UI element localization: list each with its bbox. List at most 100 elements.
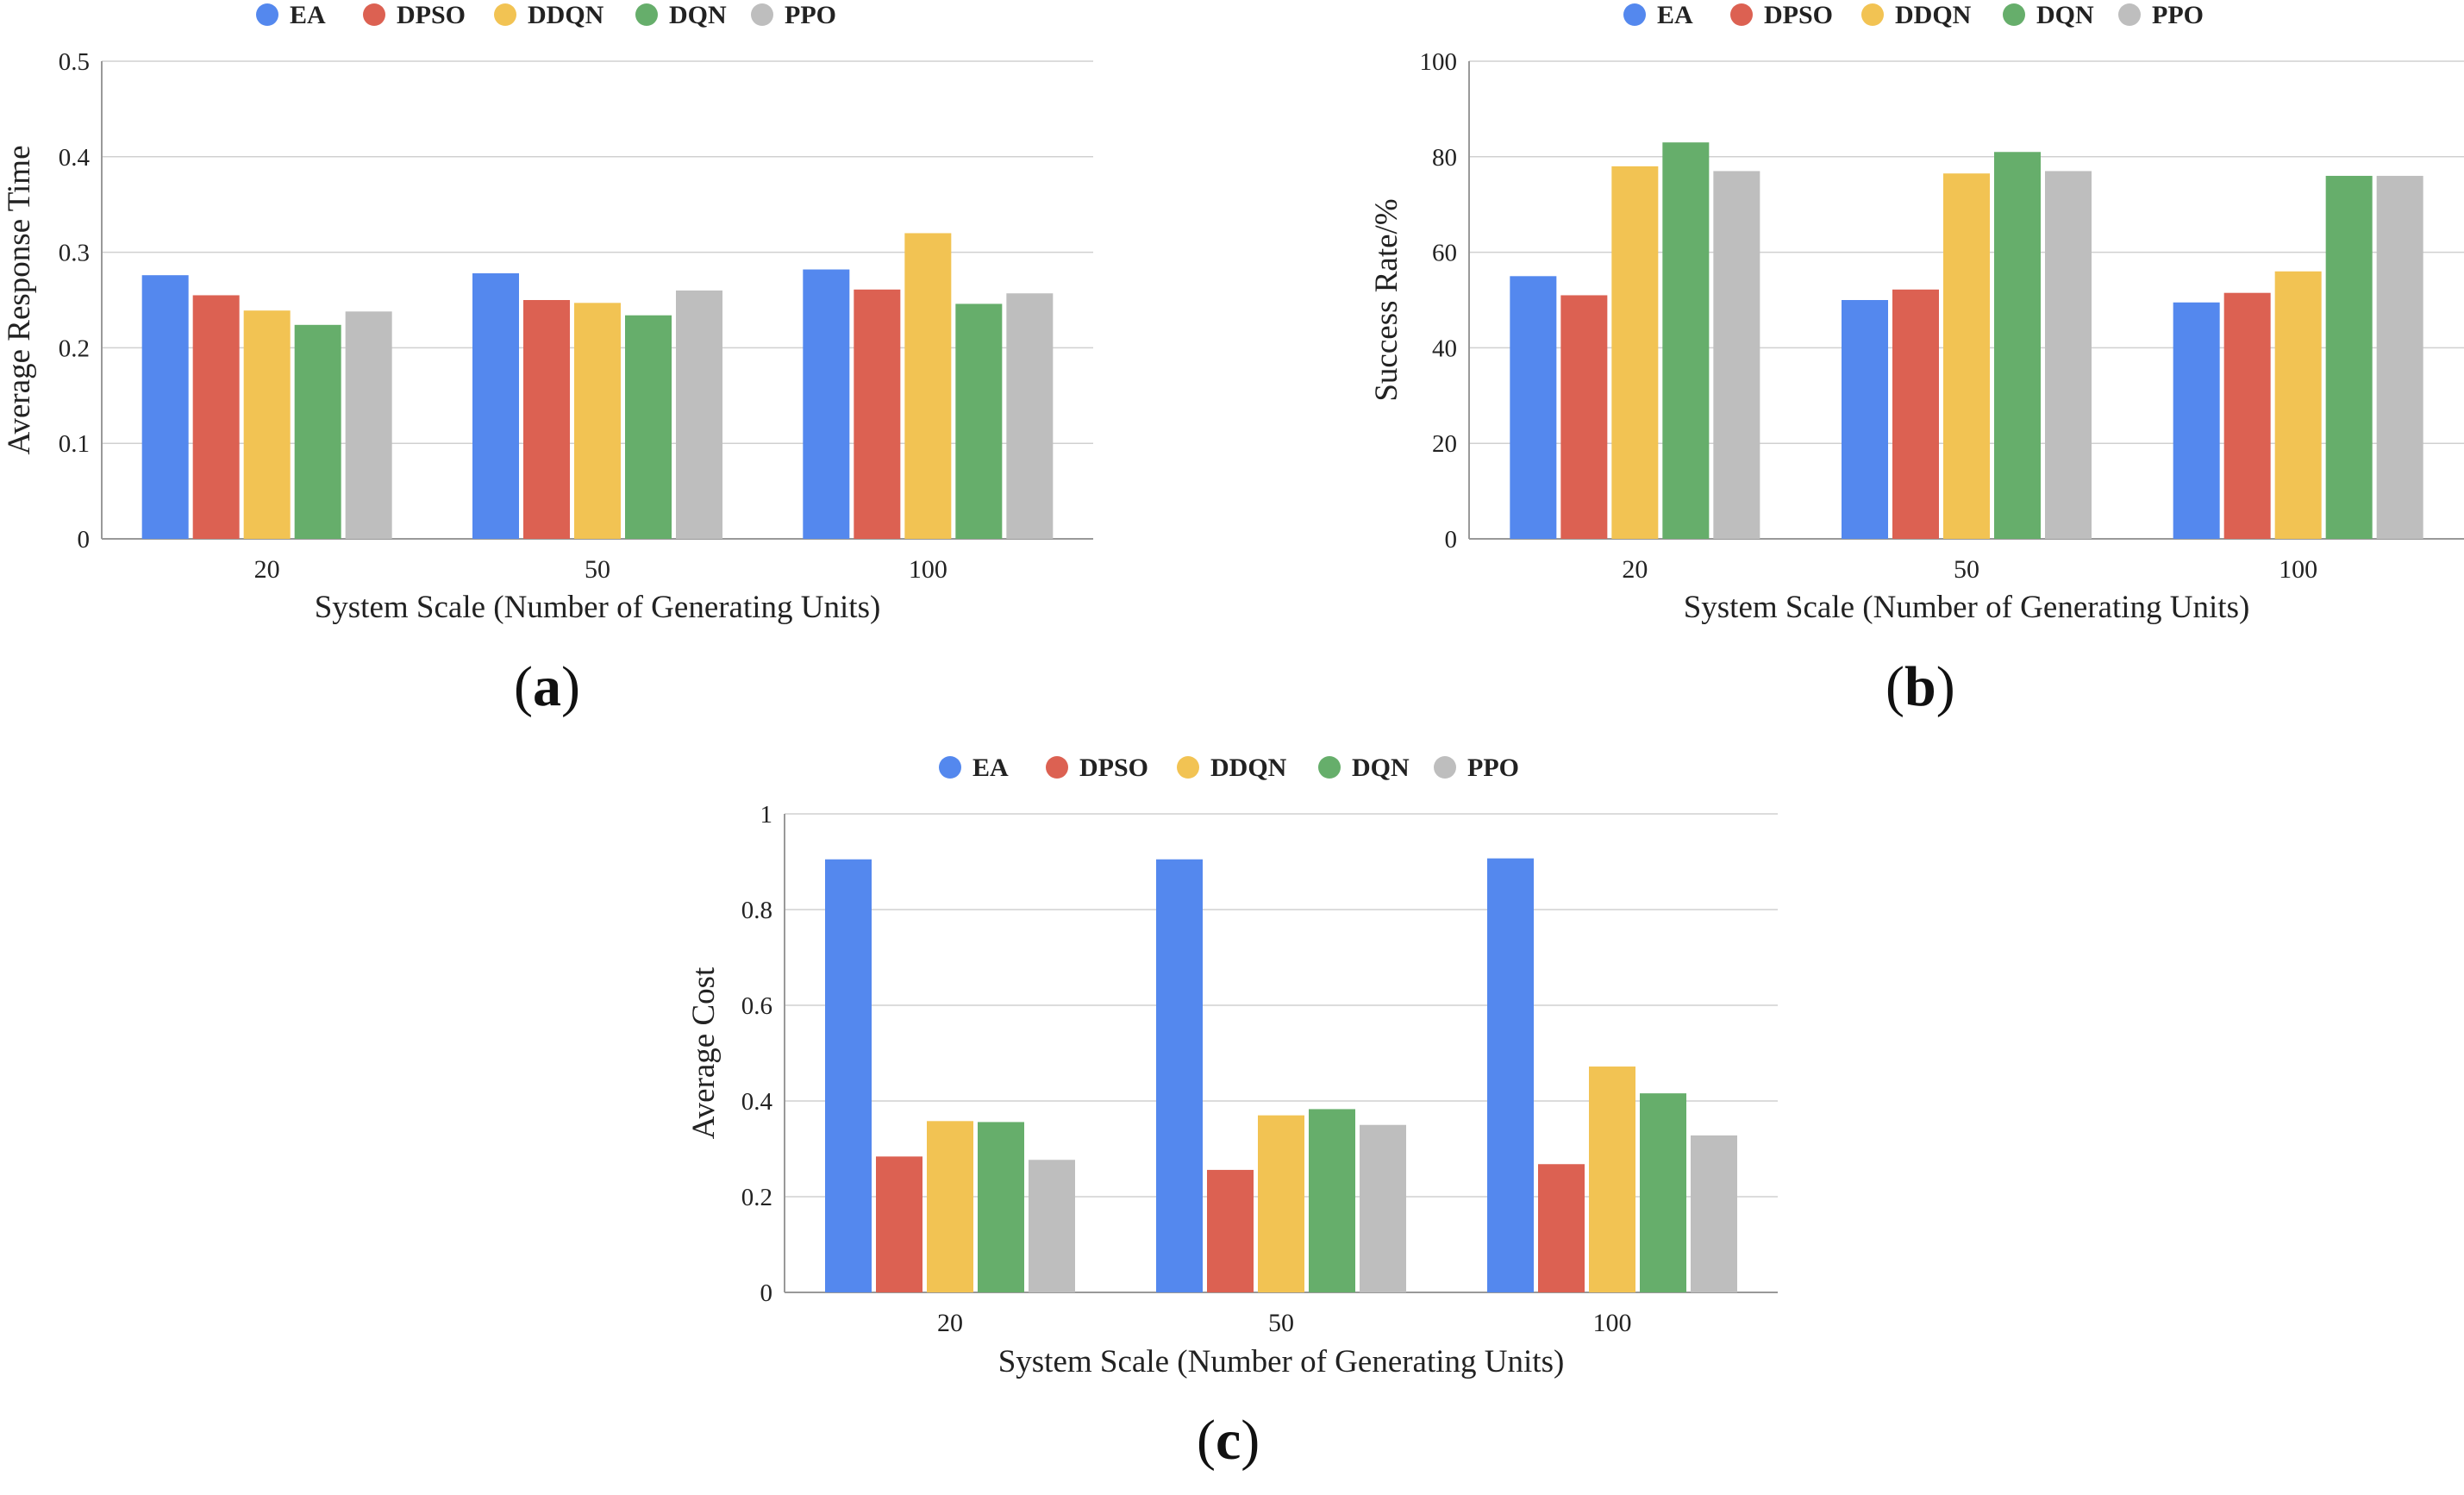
bar-ea-50 <box>1156 859 1203 1292</box>
bar-ea-100 <box>2173 302 2220 539</box>
bar-dqn-20 <box>1662 142 1710 539</box>
legend-label-ddqn: DDQN <box>1895 1 1972 29</box>
x-axis-title: System Scale (Number of Generating Units… <box>998 1344 1565 1379</box>
x-tick-label: 50 <box>1268 1309 1294 1337</box>
bar-dpso-50 <box>1207 1169 1254 1292</box>
y-tick-label: 0 <box>760 1279 773 1307</box>
legend-marker-ddqn <box>494 3 516 26</box>
bar-dpso-20 <box>876 1156 922 1292</box>
legend: EA DPSO DDQN DQN PPO <box>939 754 1519 782</box>
chart-panel-3: 0 0.2 0.4 0.6 0.8 1 20 50 100 System Scale (Numbe… <box>686 754 1778 1472</box>
bar-ddqn-100 <box>904 233 952 539</box>
legend-marker-dqn <box>635 3 658 26</box>
y-tick-label: 0.8 <box>741 897 772 924</box>
bar-ppo-100 <box>2376 175 2423 539</box>
bar-ppo-50 <box>1360 1124 1406 1292</box>
bar-ppo-100 <box>1691 1135 1737 1292</box>
bar-dqn-100 <box>2325 175 2373 539</box>
y-tick-label: 0.1 <box>59 430 90 458</box>
legend-label-dpso: DPSO <box>397 1 466 29</box>
bar-ddqn-50 <box>574 303 621 539</box>
legend-marker-dpso <box>1046 756 1068 779</box>
chart-panel-2: 0 20 40 60 80 100 20 50 100 System Scale (Number … <box>1369 1 2464 718</box>
bar-dqn-100 <box>1640 1093 1686 1292</box>
bar-dqn-50 <box>1994 152 2041 539</box>
bar-ea-100 <box>803 269 850 539</box>
y-tick-label: 0.2 <box>59 335 90 362</box>
legend-label-ddqn: DDQN <box>1210 754 1287 782</box>
bar-dpso-50 <box>1892 289 1939 539</box>
bar-ea-20 <box>141 275 189 539</box>
legend-marker-ppo <box>1434 756 1456 779</box>
y-axis-title: Success Rate/% <box>1369 198 1404 401</box>
x-axis-title: System Scale (Number of Generating Units… <box>1684 590 2250 625</box>
legend-label-ppo: PPO <box>785 1 836 29</box>
y-axis-title: Average Response Time <box>2 146 37 455</box>
legend-marker-ppo <box>2118 3 2141 26</box>
legend: EA DPSO DDQN DQN PPO <box>256 1 836 29</box>
bar-dqn-100 <box>955 303 1003 539</box>
legend-marker-ddqn <box>1177 756 1199 779</box>
legend-label-dqn: DQN <box>1352 754 1410 782</box>
y-tick-label: 0.5 <box>59 48 90 76</box>
legend-label-dpso: DPSO <box>1764 1 1833 29</box>
panel-label: (a) <box>514 655 580 718</box>
y-axis-title: Average Cost <box>686 966 722 1139</box>
y-tick-label: 80 <box>1432 144 1457 172</box>
bar-dqn-50 <box>625 315 672 539</box>
legend-marker-ddqn <box>1861 3 1884 26</box>
chart-panel-1: 0 0.1 0.2 0.3 0.4 0.5 20 50 100 System Scale (Num… <box>2 1 1093 718</box>
legend-marker-ea <box>939 756 961 779</box>
y-tick-label: 0.3 <box>59 240 90 267</box>
bar-ddqn-100 <box>1589 1067 1635 1292</box>
bar-ddqn-50 <box>1258 1115 1304 1292</box>
y-tick-label: 0.2 <box>741 1184 772 1211</box>
bar-ppo-50 <box>2045 171 2092 540</box>
bar-ddqn-20 <box>927 1121 973 1292</box>
legend-marker-ea <box>256 3 278 26</box>
legend-marker-ppo <box>751 3 773 26</box>
legend-label-ea: EA <box>290 1 326 29</box>
bar-ppo-20 <box>1713 171 1760 540</box>
legend-label-dqn: DQN <box>2036 1 2094 29</box>
bar-dpso-100 <box>1538 1164 1585 1292</box>
bar-ddqn-100 <box>2274 271 2322 539</box>
x-tick-label: 50 <box>1954 555 1979 584</box>
legend-label-dpso: DPSO <box>1079 754 1148 782</box>
bar-dpso-100 <box>2223 292 2271 539</box>
y-tick-label: 0.4 <box>741 1088 773 1116</box>
bar-dqn-50 <box>1309 1109 1355 1292</box>
legend-marker-dqn <box>2003 3 2025 26</box>
bar-ddqn-20 <box>243 310 291 539</box>
x-axis-title: System Scale (Number of Generating Units… <box>315 590 881 625</box>
legend-marker-dqn <box>1318 756 1341 779</box>
bar-dpso-50 <box>523 300 570 539</box>
x-tick-label: 50 <box>585 555 610 584</box>
bar-ea-20 <box>1510 276 1557 539</box>
y-tick-label: 0.4 <box>59 144 91 172</box>
bar-ddqn-50 <box>1943 173 1990 539</box>
bar-ppo-20 <box>345 311 392 539</box>
bar-ppo-20 <box>1029 1160 1075 1292</box>
x-tick-label: 100 <box>909 555 947 584</box>
legend-marker-dpso <box>1730 3 1753 26</box>
bar-ppo-50 <box>676 290 722 539</box>
panel-label: (b) <box>1886 655 1955 718</box>
bar-ea-20 <box>825 859 872 1292</box>
y-tick-label: 100 <box>1420 48 1458 76</box>
bar-dqn-20 <box>294 324 341 539</box>
legend: EA DPSO DDQN DQN PPO <box>1623 1 2204 29</box>
legend-label-ppo: PPO <box>1467 754 1519 782</box>
legend-marker-ea <box>1623 3 1646 26</box>
legend-label-dqn: DQN <box>669 1 727 29</box>
bar-ea-100 <box>1487 858 1534 1292</box>
legend-label-ddqn: DDQN <box>528 1 604 29</box>
bar-ea-50 <box>1842 300 1888 539</box>
panel-label: (c) <box>1197 1409 1260 1472</box>
bar-dpso-100 <box>854 289 901 539</box>
y-tick-label: 1 <box>760 801 773 829</box>
legend-marker-dpso <box>363 3 385 26</box>
y-tick-label: 40 <box>1432 335 1457 362</box>
y-tick-label: 0 <box>78 526 91 554</box>
